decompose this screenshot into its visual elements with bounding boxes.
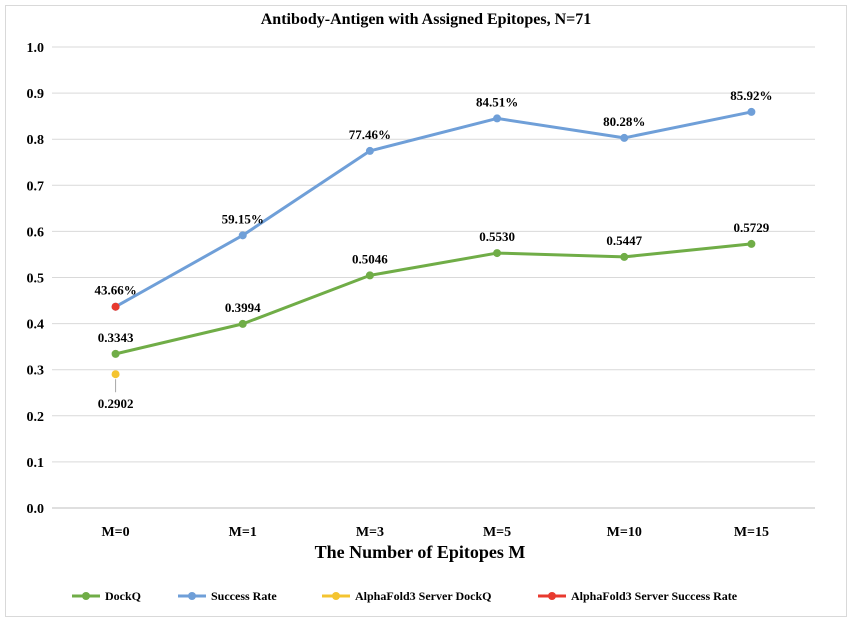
data-label: 0.5046 [352, 251, 388, 266]
alphafold3-server-success-rate-point [111, 302, 120, 311]
dockq-point [747, 239, 756, 248]
y-tick-label: 0.7 [27, 179, 45, 194]
dockq-point [493, 249, 502, 258]
y-tick-label: 0.1 [27, 456, 45, 471]
y-tick-label: 0.0 [27, 502, 45, 517]
data-label: 59.15% [222, 211, 264, 226]
x-axis-ticks: M=0 M=1 M=3 M=5 M=10 M=15 [101, 525, 769, 540]
y-tick-label: 0.5 [27, 272, 45, 287]
legend-swatch-marker [188, 592, 196, 600]
series-points [111, 107, 756, 379]
data-label: 0.5530 [479, 229, 515, 244]
legend-item-alphafold3-server-success-rate: AlphaFold3 Server Success Rate [538, 589, 738, 603]
dockq-point [365, 271, 374, 280]
y-tick-label: 0.9 [27, 87, 45, 102]
legend-swatch-marker [548, 592, 556, 600]
x-tick-label: M=3 [356, 525, 384, 540]
success-rate-point [747, 107, 756, 116]
x-tick-label: M=15 [734, 525, 769, 540]
x-axis-title: The Number of Epitopes M [315, 542, 526, 562]
legend-label: AlphaFold3 Server DockQ [355, 589, 491, 603]
y-tick-label: 0.6 [27, 225, 45, 240]
data-label: 80.28% [603, 114, 645, 129]
x-tick-label: M=1 [229, 525, 257, 540]
legend-swatch-marker [332, 592, 340, 600]
legend-item-success-rate: Success Rate [178, 589, 277, 603]
data-label: 0.3343 [98, 330, 134, 345]
data-labels: 0.3343 0.3994 0.5046 0.5530 0.5447 0.5729 43.6… [94, 88, 772, 411]
y-tick-label: 0.8 [27, 133, 45, 148]
x-tick-label: M=5 [483, 525, 511, 540]
data-label: 0.5447 [606, 233, 642, 248]
y-tick-label: 0.3 [27, 364, 45, 379]
legend-item-dockq: DockQ [72, 589, 141, 603]
y-axis-ticks: 0.0 0.1 0.2 0.3 0.4 0.5 0.6 0.7 0.8 0.9 1.0 [27, 41, 45, 517]
data-label: 0.3994 [225, 300, 261, 315]
data-label: 77.46% [349, 127, 391, 142]
data-label: 84.51% [476, 94, 518, 109]
success-rate-point [493, 114, 502, 123]
legend-label: AlphaFold3 Server Success Rate [571, 589, 738, 603]
data-label: 85.92% [730, 88, 772, 103]
legend-item-alphafold3-server-dockq: AlphaFold3 Server DockQ [322, 589, 491, 603]
x-tick-label: M=10 [607, 525, 642, 540]
gridlines [52, 46, 815, 509]
y-tick-label: 1.0 [27, 41, 45, 56]
x-tick-label: M=0 [101, 525, 129, 540]
success-rate-point [365, 146, 374, 155]
alphafold3-server-dockq-point [111, 370, 120, 379]
chart-title: Antibody-Antigen with Assigned Epitopes,… [261, 11, 592, 28]
success-rate-point [620, 133, 629, 142]
legend-label: Success Rate [211, 589, 277, 603]
series-lines [114, 110, 752, 356]
chart-frame [5, 5, 847, 617]
dockq-point [620, 252, 629, 261]
dockq-point [111, 349, 120, 358]
data-label: 0.2902 [98, 396, 134, 411]
y-tick-label: 0.4 [27, 318, 45, 333]
success-rate-point [238, 231, 247, 240]
data-label: 0.5729 [734, 220, 770, 235]
data-label: 43.66% [94, 283, 136, 298]
y-tick-label: 0.2 [27, 410, 45, 425]
dockq-point [238, 319, 247, 328]
legend: DockQ Success Rate AlphaFold3 Server DockQ… [72, 589, 738, 603]
success-rate-line [114, 110, 752, 309]
legend-swatch-marker [82, 592, 90, 600]
legend-label: DockQ [105, 589, 141, 603]
dockq-line [115, 242, 752, 356]
